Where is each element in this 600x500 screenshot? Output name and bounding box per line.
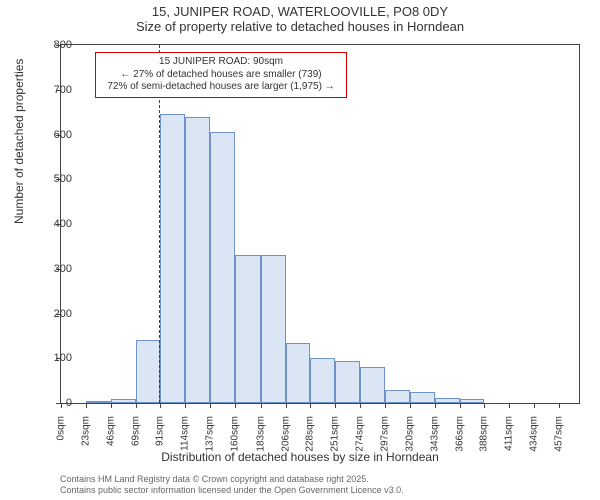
bar — [160, 114, 185, 403]
marker-line — [159, 45, 160, 403]
y-tick-label: 300 — [54, 263, 72, 275]
x-tick-mark — [210, 403, 211, 408]
x-tick-label: 160sqm — [230, 416, 241, 452]
bar — [235, 255, 260, 403]
bar — [410, 392, 435, 403]
y-tick-label: 800 — [54, 39, 72, 51]
x-tick-label: 137sqm — [205, 416, 216, 452]
x-tick-label: 91sqm — [155, 416, 166, 446]
x-tick-label: 411sqm — [504, 416, 515, 451]
x-tick-mark — [261, 403, 262, 408]
x-tick-label: 69sqm — [131, 416, 142, 446]
x-tick-label: 320sqm — [404, 416, 415, 452]
x-tick-mark — [335, 403, 336, 408]
x-tick-mark — [460, 403, 461, 408]
x-tick-label: 457sqm — [554, 416, 565, 452]
y-axis-label: Number of detached properties — [12, 59, 26, 224]
x-tick-mark — [310, 403, 311, 408]
infobox-line-3: 72% of semi-detached houses are larger (… — [102, 81, 340, 94]
x-tick-label: 274sqm — [354, 416, 365, 452]
footer-line-1: Contains HM Land Registry data © Crown c… — [60, 474, 404, 485]
title-line-2: Size of property relative to detached ho… — [0, 19, 600, 34]
x-tick-mark — [160, 403, 161, 408]
infobox-line-1: 15 JUNIPER ROAD: 90sqm — [102, 56, 340, 69]
x-tick-mark — [559, 403, 560, 408]
bar — [435, 398, 460, 403]
bar — [185, 117, 210, 403]
x-tick-label: 114sqm — [180, 416, 191, 451]
bar — [86, 401, 111, 403]
x-tick-label: 343sqm — [430, 416, 441, 452]
x-tick-label: 0sqm — [56, 416, 67, 440]
title-line-1: 15, JUNIPER ROAD, WATERLOOVILLE, PO8 0DY — [0, 4, 600, 19]
plot-area: 15 JUNIPER ROAD: 90sqm ← 27% of detached… — [60, 44, 580, 404]
bar — [460, 399, 484, 403]
bars-layer — [61, 45, 579, 403]
bar — [335, 361, 360, 404]
bar — [111, 399, 136, 403]
y-tick-label: 700 — [54, 84, 72, 96]
x-tick-label: 366sqm — [455, 416, 466, 452]
marker-infobox: 15 JUNIPER ROAD: 90sqm ← 27% of detached… — [95, 52, 347, 98]
x-tick-mark — [360, 403, 361, 408]
y-tick-label: 500 — [54, 173, 72, 185]
infobox-line-2: ← 27% of detached houses are smaller (73… — [102, 69, 340, 82]
x-tick-label: 388sqm — [479, 416, 490, 452]
x-tick-label: 251sqm — [329, 416, 340, 452]
footer-line-2: Contains public sector information licen… — [60, 485, 404, 496]
bar — [210, 132, 235, 403]
x-tick-mark — [410, 403, 411, 408]
x-tick-label: 46sqm — [106, 416, 117, 446]
y-tick-label: 0 — [66, 397, 72, 409]
bar — [261, 255, 286, 403]
x-tick-mark — [235, 403, 236, 408]
chart-container: { "title": { "line1": "15, JUNIPER ROAD,… — [0, 0, 600, 500]
x-tick-label: 228sqm — [304, 416, 315, 452]
x-tick-mark — [534, 403, 535, 408]
x-tick-mark — [286, 403, 287, 408]
y-tick-label: 100 — [54, 352, 72, 364]
bar — [136, 340, 160, 403]
x-tick-mark — [111, 403, 112, 408]
x-tick-label: 434sqm — [529, 416, 540, 452]
footer-attribution: Contains HM Land Registry data © Crown c… — [60, 474, 404, 496]
x-tick-mark — [136, 403, 137, 408]
x-tick-mark — [185, 403, 186, 408]
bar — [286, 343, 310, 403]
bar — [310, 358, 335, 403]
x-tick-mark — [86, 403, 87, 408]
x-tick-label: 23sqm — [81, 416, 92, 446]
x-tick-mark — [61, 403, 62, 408]
x-tick-mark — [484, 403, 485, 408]
x-tick-mark — [385, 403, 386, 408]
x-tick-mark — [509, 403, 510, 408]
y-tick-label: 200 — [54, 308, 72, 320]
bar — [360, 367, 385, 403]
x-tick-label: 297sqm — [379, 416, 390, 452]
x-axis-label: Distribution of detached houses by size … — [0, 450, 600, 464]
chart-title: 15, JUNIPER ROAD, WATERLOOVILLE, PO8 0DY… — [0, 4, 600, 34]
bar — [385, 390, 410, 403]
x-tick-mark — [435, 403, 436, 408]
y-tick-label: 400 — [54, 218, 72, 230]
y-tick-label: 600 — [54, 129, 72, 141]
x-tick-label: 183sqm — [255, 416, 266, 452]
x-tick-label: 206sqm — [280, 416, 291, 452]
